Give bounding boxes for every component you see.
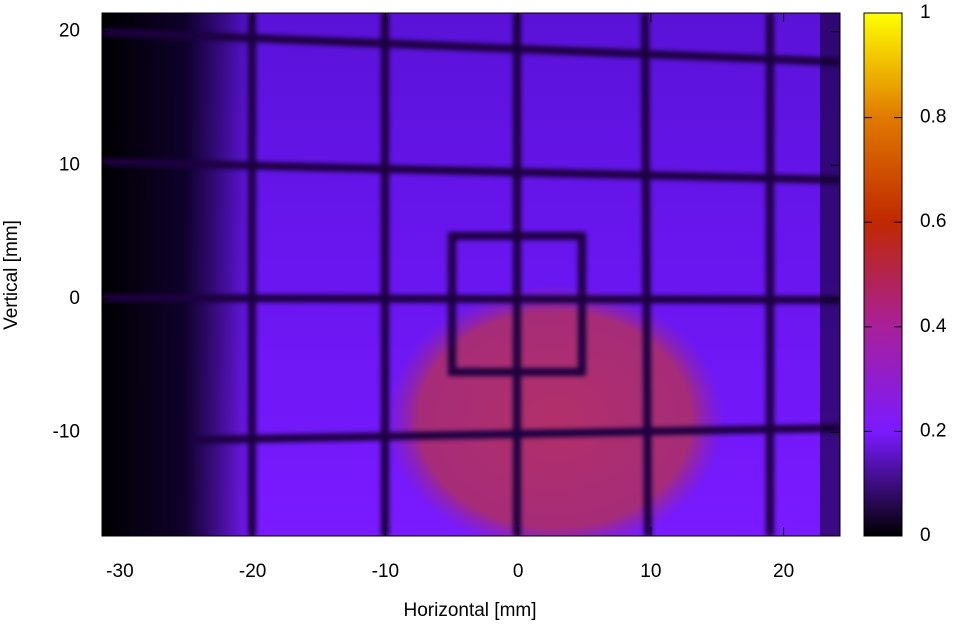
x-tick-label: -10 xyxy=(372,561,399,582)
y-tick-label: -10 xyxy=(53,421,80,442)
colorbar-tick-label: 0 xyxy=(920,525,931,546)
heatmap-image xyxy=(102,13,840,536)
colorbar-tick-label: 1 xyxy=(920,2,931,23)
plot-frame xyxy=(101,12,841,537)
colorbar xyxy=(863,12,903,537)
y-tick-label: 20 xyxy=(59,21,80,42)
y-tick-label: 10 xyxy=(59,154,80,175)
y-tick-label: 0 xyxy=(69,288,80,309)
x-tick-label: -20 xyxy=(239,561,266,582)
colorbar-tick-label: 0.6 xyxy=(920,211,946,232)
x-axis-label: Horizontal [mm] xyxy=(403,600,536,621)
colorbar-tick-label: 0.8 xyxy=(920,107,946,128)
x-tick-label: 20 xyxy=(773,561,794,582)
colorbar-tick-label: 0.4 xyxy=(920,316,947,337)
x-tick-label: -30 xyxy=(106,561,133,582)
x-tick-label: 10 xyxy=(640,561,661,582)
y-axis-label: Vertical [mm] xyxy=(1,220,22,330)
colorbar-tick-label: 0.2 xyxy=(920,420,946,441)
x-tick-label: 0 xyxy=(513,561,524,582)
